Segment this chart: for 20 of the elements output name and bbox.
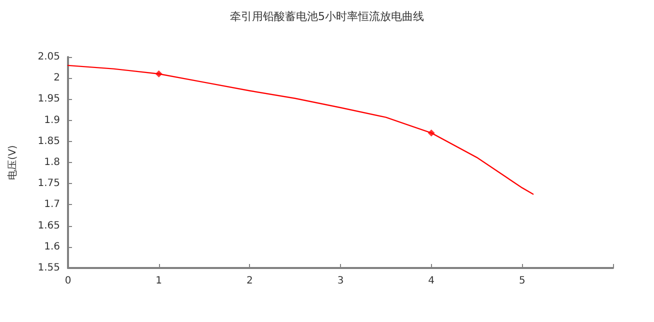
y-tick-label: 1.6 <box>44 241 60 252</box>
y-tick-label: 2.05 <box>38 52 60 62</box>
y-tick-label: 1.65 <box>38 220 60 232</box>
y-tick-label: 1.75 <box>38 178 60 190</box>
y-tick-label: 1.85 <box>38 136 60 147</box>
y-tick-label: 1.9 <box>44 114 60 126</box>
x-tick-label: 3 <box>337 276 344 286</box>
x-tick-label: 1 <box>156 276 162 286</box>
y-tick-label: 1.95 <box>38 94 60 105</box>
line-series <box>67 64 534 195</box>
y-tick-label: 1.55 <box>38 262 60 274</box>
y-tick-label: 2 <box>54 72 60 84</box>
chart-title: 牵引用铅酸蓄电池5小时率恒流放电曲线 <box>230 10 424 23</box>
x-tick-label: 4 <box>428 276 435 286</box>
x-tick-label: 2 <box>246 276 253 286</box>
x-tick-label: 0 <box>64 276 72 286</box>
x-tick-label: 5 <box>518 276 526 286</box>
y-axis-title: 电压(V) <box>6 145 18 180</box>
y-tick-label: 1.7 <box>44 199 60 210</box>
y-tick-label: 1.8 <box>44 157 60 168</box>
